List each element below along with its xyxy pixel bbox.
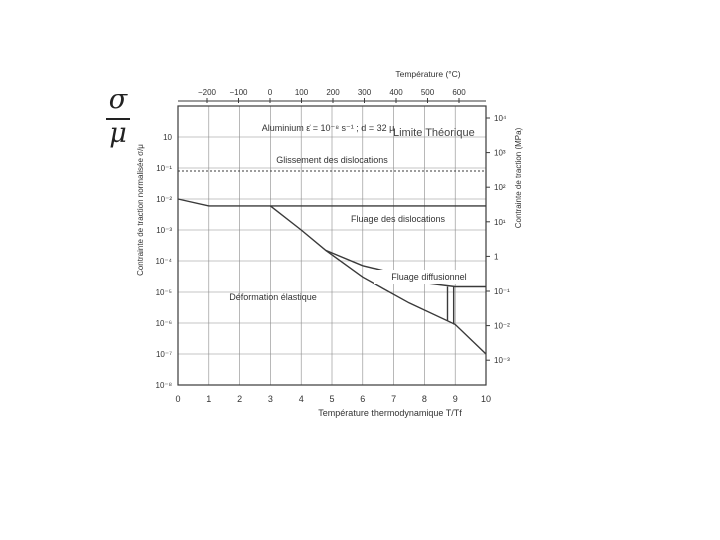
y-tick-label-right: 1: [494, 252, 499, 261]
y-axis-title-left: Contrainte de traction normalisée σ/μ: [136, 144, 145, 276]
mu-symbol: μ: [109, 118, 127, 149]
series-line-2: [269, 205, 487, 355]
sigma-symbol: σ: [108, 84, 128, 115]
y-tick-label-left: 10⁻²: [156, 195, 172, 204]
y-tick-label-right: 10²: [494, 183, 506, 192]
chart-title: Aluminium ε̇ = 10⁻⁸ s⁻¹ ; d = 32 μ: [262, 123, 395, 133]
y-tick-label-left: 10: [163, 133, 172, 142]
y-tick-label-right: 10¹: [494, 218, 506, 227]
x-tick-label: 3: [268, 394, 273, 404]
theoretical-limit-annotation: Limite Théorique: [393, 127, 475, 139]
y-tick-label-left: 10⁻⁵: [156, 288, 172, 297]
x-axis-title: Température thermodynamique T/Tf: [318, 408, 462, 418]
top-tick-label: −100: [229, 88, 248, 97]
y-tick-label-left: 10⁻⁷: [156, 350, 172, 359]
sigma-over-mu-label: σ μ: [100, 86, 136, 150]
series-line-1: [177, 198, 486, 207]
x-tick-label: 5: [329, 394, 334, 404]
grid: [177, 106, 487, 386]
y-tick-label-right: 10⁻¹: [494, 287, 510, 296]
x-tick-label: 4: [299, 394, 304, 404]
top-tick-label: 200: [326, 88, 340, 97]
top-tick-label: 0: [268, 88, 273, 97]
top-tick-label: 600: [452, 88, 466, 97]
top-tick-label: 300: [358, 88, 372, 97]
y-tick-label-right: 10⁴: [494, 114, 507, 123]
fraction-bar: [106, 118, 130, 120]
region-label-dislocation-creep: Fluage des dislocations: [351, 214, 446, 224]
top-tick-label: 400: [389, 88, 403, 97]
top-tick-label: 500: [421, 88, 435, 97]
y-tick-label-right: 10⁻³: [494, 356, 510, 365]
x-tick-label: 8: [422, 394, 427, 404]
x-tick-label: 2: [237, 394, 242, 404]
labels: Aluminium ε̇ = 10⁻⁸ s⁻¹ ; d = 32 μ Glisse…: [229, 123, 484, 302]
top-tick-label: 100: [295, 88, 309, 97]
top-axis-title: Température (°C): [395, 69, 460, 79]
series-group: [177, 170, 487, 355]
y-tick-label-right: 10⁻²: [494, 322, 510, 331]
y-axis-title-right: Contrainte de traction (MPa): [514, 127, 523, 228]
x-tick-label: 7: [391, 394, 396, 404]
x-tick-label: 6: [360, 394, 365, 404]
top-tick-label: −200: [198, 88, 217, 97]
x-tick-label: 0: [175, 394, 180, 404]
y-tick-label-left: 10⁻⁴: [155, 257, 172, 266]
y-tick-label-right: 10³: [494, 149, 506, 158]
x-tick-label: 9: [453, 394, 458, 404]
y-tick-label-left: 10⁻⁶: [156, 319, 172, 328]
x-tick-label: 10: [481, 394, 491, 404]
region-label-diffusional-creep: Fluage diffusionnel: [391, 272, 466, 282]
y-tick-label-left: 10⁻³: [156, 226, 172, 235]
axes: 0 1 2 3 4 5 6 7 8 9 1010⁻⁸10⁻⁷10⁻⁶10⁻⁵10⁻⁴10⁻³10⁻²…: [136, 69, 523, 418]
y-tick-label-left: 10⁻¹: [156, 164, 172, 173]
plot-frame: [177, 105, 487, 386]
x-tick-label: 1: [206, 394, 211, 404]
y-tick-label-left: 10⁻⁸: [156, 381, 173, 390]
region-label-background: [374, 270, 484, 284]
region-label-glide: Glissement des dislocations: [276, 155, 388, 165]
region-label-elastic: Déformation élastique: [229, 292, 317, 302]
